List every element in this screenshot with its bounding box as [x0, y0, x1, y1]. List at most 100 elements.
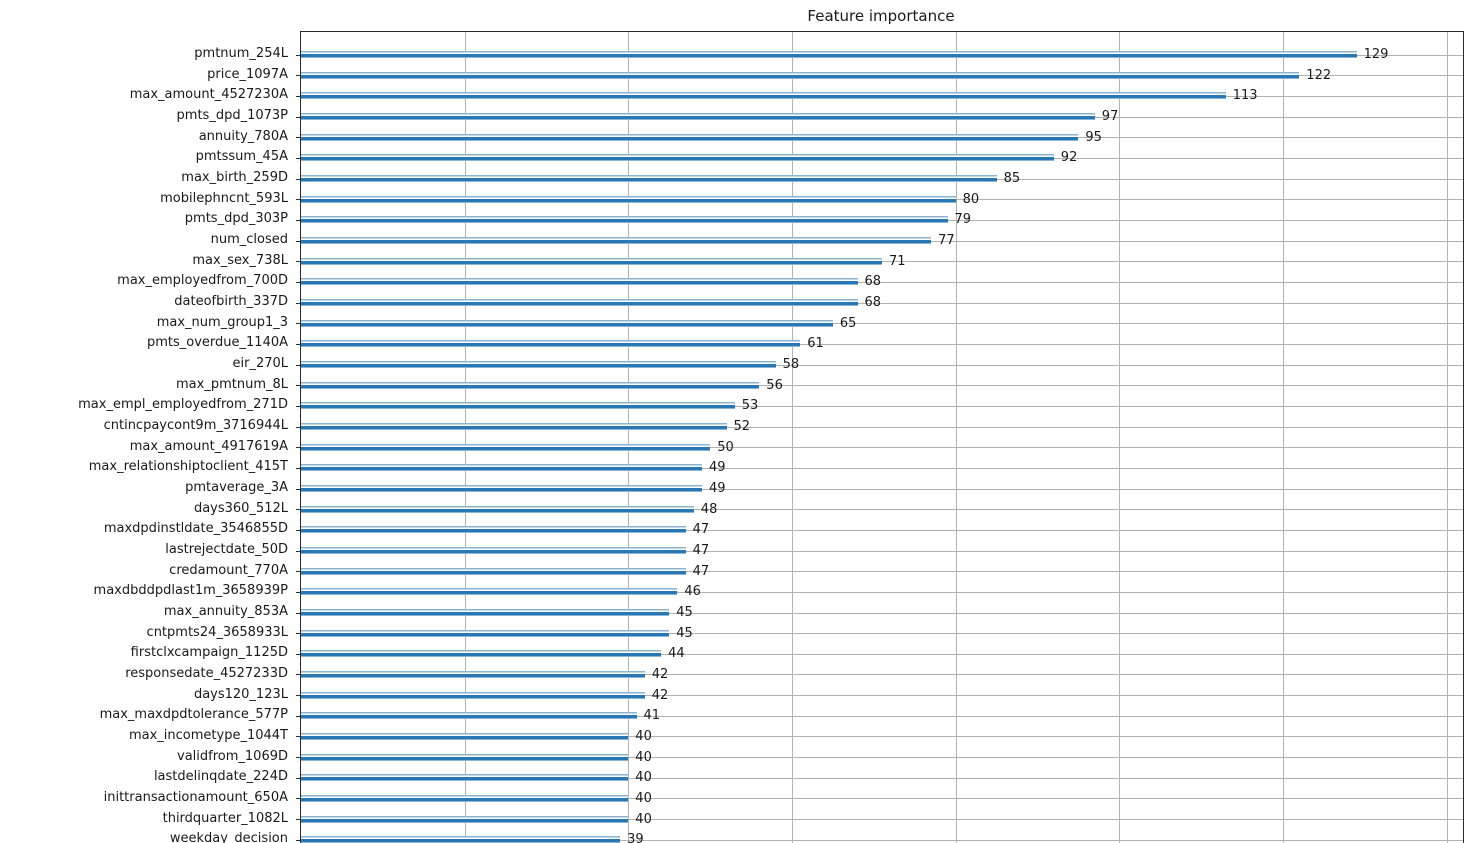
y-axis-label: lastrejectdate_50D [165, 542, 288, 557]
y-tick [296, 385, 300, 387]
bar [301, 71, 1300, 79]
y-tick [296, 798, 300, 800]
bar-value-label: 40 [635, 749, 652, 765]
y-tick [296, 571, 300, 573]
y-axis-label: cntpmts24_3658933L [146, 624, 288, 640]
h-gridline [301, 488, 1463, 490]
bar [301, 361, 776, 368]
h-gridline [301, 777, 1463, 779]
bar [301, 319, 833, 327]
y-axis-label: max_employedfrom_700D [117, 273, 288, 289]
y-axis-label: dateofbirth_337D [174, 294, 288, 309]
bar [301, 464, 702, 472]
y-tick [296, 529, 300, 531]
h-gridline [301, 323, 1463, 325]
bar-value-label: 47 [692, 563, 710, 579]
y-tick [296, 95, 300, 97]
y-tick [296, 157, 300, 159]
bar [301, 51, 1357, 58]
bar-value-label: 79 [954, 212, 972, 228]
bar-value-label: 56 [766, 377, 783, 393]
bar-value-label: 97 [1101, 109, 1119, 124]
y-axis-label: max_birth_259D [181, 170, 288, 185]
bar-value-label: 58 [782, 357, 800, 372]
y-axis-label: lastdelinqdate_224D [153, 769, 288, 785]
v-gridline [1283, 32, 1284, 843]
y-axis-label: max_empl_employedfrom_271D [78, 397, 288, 413]
h-gridline [301, 385, 1463, 387]
bar [301, 113, 1095, 120]
y-axis-label: max_incometype_1044T [128, 727, 288, 743]
bar [301, 278, 858, 286]
y-axis-label: validfrom_1069D [177, 748, 288, 764]
h-gridline [301, 405, 1463, 407]
y-axis-label: mobilephncnt_593L [160, 190, 288, 206]
y-tick [296, 674, 300, 676]
y-axis-labels: pmtnum_254L price_1097A max_amount_4527230… [0, 31, 288, 843]
h-gridline [301, 839, 1463, 841]
y-tick [296, 550, 300, 552]
h-gridline [301, 633, 1463, 635]
bar [301, 588, 678, 596]
h-gridline [301, 612, 1463, 614]
bar [301, 836, 621, 843]
bar-value-label: 39 [627, 832, 644, 843]
y-tick [296, 715, 300, 717]
bar [301, 753, 629, 761]
y-axis-label: inittransactionamount_650A [103, 789, 288, 805]
bar [301, 381, 760, 389]
plot-area: 129 122 113 97 95 92 85 80 79 77 71 68 68 65 61 58 56 53 5… [296, 31, 1464, 843]
y-tick [296, 75, 300, 77]
bar-value-label: 50 [717, 439, 734, 455]
bar [301, 299, 858, 306]
y-tick [296, 405, 300, 407]
h-gridline [301, 281, 1463, 283]
y-tick [296, 261, 300, 263]
y-tick [296, 364, 300, 366]
y-axis-label: maxdpdinstldate_3546855D [103, 521, 288, 537]
bar [301, 92, 1226, 100]
y-tick [296, 839, 300, 841]
bar [301, 257, 882, 265]
bar-value-label: 71 [889, 253, 906, 269]
bar [301, 423, 727, 430]
y-axis-label: max_amount_4917619A [129, 438, 288, 454]
y-tick [296, 240, 300, 242]
h-gridline [301, 447, 1463, 449]
bar-value-label: 53 [741, 398, 759, 414]
h-gridline [301, 509, 1463, 511]
y-axis-label: pmts_dpd_1073P [176, 108, 288, 123]
bar-value-label: 49 [709, 481, 726, 496]
y-axis-label: cntincpaycont9m_3716944L [103, 418, 288, 433]
bar-value-label: 45 [676, 605, 693, 620]
bar [301, 175, 997, 182]
y-axis-label: responsedate_4527233D [125, 665, 288, 681]
y-tick [296, 199, 300, 201]
bar-value-label: 95 [1085, 129, 1102, 145]
bar-value-label: 113 [1232, 88, 1258, 104]
y-tick [296, 54, 300, 56]
bar [301, 195, 956, 203]
y-tick [296, 116, 300, 118]
h-gridline [301, 757, 1463, 759]
y-axis-label: thirdquarter_1082L [162, 810, 288, 826]
bar [301, 133, 1079, 141]
bar-value-label: 40 [635, 770, 652, 786]
y-axis-label: days360_512L [193, 500, 288, 516]
bar [301, 609, 670, 616]
y-axis-label: pmts_dpd_303P [184, 211, 288, 227]
y-axis-label: max_annuity_853A [163, 604, 288, 619]
v-gridline [792, 32, 793, 843]
y-tick [296, 426, 300, 428]
bar-value-label: 40 [635, 790, 652, 806]
bar-value-label: 61 [807, 336, 824, 352]
h-gridline [301, 674, 1463, 676]
bar [301, 340, 801, 348]
bar-value-label: 68 [864, 295, 882, 310]
y-axis-label: pmtssum_45A [195, 149, 288, 165]
bar [301, 402, 735, 410]
y-tick [296, 323, 300, 325]
y-axis-label: eir_270L [232, 356, 288, 371]
y-tick [296, 509, 300, 511]
